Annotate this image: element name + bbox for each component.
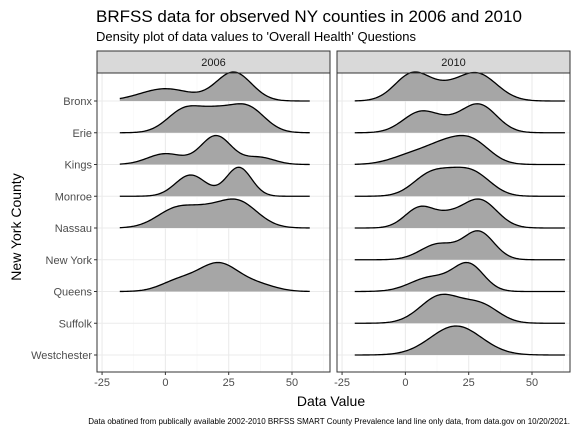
x-tick-label: 0 [162, 377, 168, 389]
facet-strip-label: 2010 [441, 57, 465, 69]
x-axis-title: Data Value [297, 393, 365, 409]
x-tick-label: -25 [334, 377, 350, 389]
y-tick-label-suffolk: Suffolk [59, 318, 93, 330]
x-tick-label: -25 [94, 377, 110, 389]
chart-title: BRFSS data for observed NY counties in 2… [96, 7, 522, 26]
x-tick-label: 0 [402, 377, 408, 389]
x-tick-label: 50 [286, 377, 298, 389]
chart-caption: Data obatined from publically available … [88, 417, 570, 426]
y-tick-label-erie: Erie [72, 128, 92, 140]
chart-subtitle: Density plot of data values to 'Overall … [96, 29, 417, 44]
facet-panels: 2006 -25 0 25 50 2010 -25 0 25 50 [94, 51, 570, 389]
facet-strip-label: 2006 [201, 57, 225, 69]
x-tick-label: 25 [223, 377, 235, 389]
y-tick-label-new-york: New York [46, 255, 93, 267]
panel-2006: 2006 -25 0 25 50 [94, 51, 330, 389]
y-tick-label-bronx: Bronx [63, 96, 92, 108]
y-axis-title: New York County [8, 173, 24, 280]
panel-2010: 2010 -25 0 25 50 [334, 51, 570, 389]
y-tick-label-queens: Queens [53, 287, 92, 299]
x-tick-label: 50 [526, 377, 538, 389]
x-tick-label: 25 [463, 377, 475, 389]
y-axis-tick-labels: Bronx Erie Kings Monroe Nassau New York Queens… [31, 96, 97, 362]
y-tick-label-monroe: Monroe [55, 191, 92, 203]
y-tick-label-nassau: Nassau [55, 223, 92, 235]
y-tick-label-kings: Kings [64, 160, 92, 172]
y-tick-label-westchester: Westchester [31, 350, 92, 362]
